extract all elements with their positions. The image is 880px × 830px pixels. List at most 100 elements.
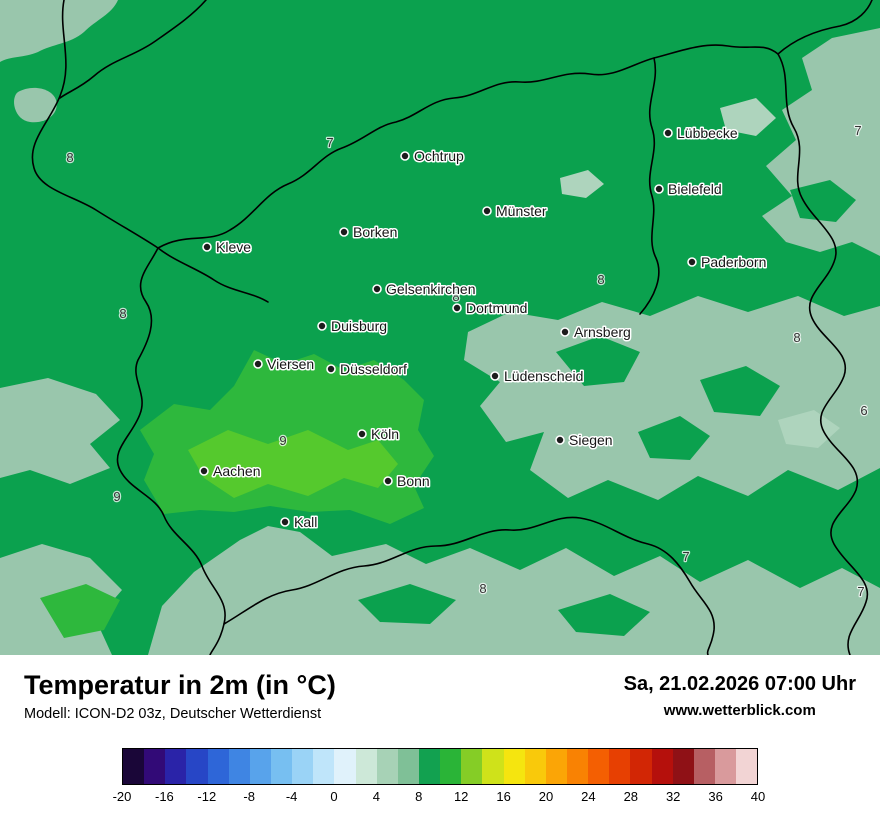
city-label: Düsseldorf (340, 361, 407, 377)
city-marker: Siegen (555, 431, 614, 450)
city-markers: Ochtrup Lübbecke Münster Bielefeld Borken Kle… (199, 124, 768, 532)
colorbar-tick: 40 (750, 788, 766, 804)
city-label: Siegen (569, 432, 613, 448)
colorbar-segment (736, 748, 758, 784)
city-dot-icon (400, 151, 410, 161)
border-path (777, 53, 869, 655)
colorbar-segment (186, 748, 208, 784)
colorbar-tick: 24 (581, 788, 596, 804)
border-path (157, 44, 779, 249)
city-marker: Borken (339, 223, 399, 242)
sage-patch (0, 0, 118, 62)
temperature-value: 7 (682, 549, 689, 564)
border-path (639, 57, 660, 315)
colorbar-segment (440, 748, 462, 784)
colorbar-gradient (122, 747, 758, 785)
city-dot-icon (383, 476, 393, 486)
temperature-value: 8 (452, 289, 459, 304)
colorbar-tick: 16 (496, 788, 511, 804)
city-label: Paderborn (701, 254, 766, 270)
temperature-value: 9 (113, 489, 120, 504)
city-marker: Bielefeld (654, 180, 723, 199)
bright-green-core-patch (188, 430, 398, 498)
city-dot-icon (317, 321, 327, 331)
green-patch (790, 180, 856, 222)
colorbar-tick: 4 (372, 788, 381, 804)
border-path (777, 0, 873, 55)
sage-patch (0, 378, 120, 484)
colorbar-segment (524, 748, 546, 784)
city-label: Lüdenscheid (504, 368, 583, 384)
colorbar-segment (609, 748, 631, 784)
sage-patch (148, 526, 880, 655)
city-marker: Arnsberg (560, 323, 632, 342)
model-info: Modell: ICON-D2 03z, Deutscher Wetterdie… (24, 705, 322, 722)
city-dot-icon (372, 284, 382, 294)
state-borders (31, 0, 873, 655)
colorbar-segment (418, 748, 441, 784)
sage-light-patch (778, 410, 840, 448)
city-marker: Münster (482, 202, 548, 221)
green-patch (358, 584, 456, 624)
city-dot-icon (202, 242, 212, 252)
temperature-value: 8 (119, 306, 126, 321)
colorbar-segment (482, 748, 504, 784)
city-label: Dortmund (466, 300, 527, 316)
temperature-value: 9 (279, 433, 286, 448)
colorbar-segment (355, 748, 377, 784)
city-label: Borken (353, 224, 397, 240)
city-dot-icon (555, 435, 565, 445)
sage-light-patch (720, 98, 776, 136)
city-dot-icon (326, 364, 336, 374)
city-marker: Lüdenscheid (490, 367, 585, 386)
footer-left-column: Temperatur in 2m (in °C) Modell: ICON-D2… (24, 670, 336, 722)
temperature-value: 8 (597, 272, 604, 287)
green-patch (558, 594, 650, 636)
city-marker: Duisburg (317, 317, 389, 336)
city-dot-icon (339, 227, 349, 237)
website-link[interactable]: www.wetterblick.com (663, 702, 816, 719)
temperature-value: 8 (479, 581, 486, 596)
city-dot-icon (560, 327, 570, 337)
sage-patch (464, 296, 880, 500)
footer-right-column: Sa, 21.02.2026 07:00 Uhr www.wetterblick… (624, 671, 856, 719)
green-patch (556, 336, 640, 386)
colorbar-tick: 36 (708, 788, 723, 804)
map-canvas: 7 8 7 8 8 8 8 6 9 9 7 8 7 Ochtrup Lübbecke Münster Biel… (0, 0, 880, 655)
temperature-value: 8 (66, 150, 73, 165)
city-dot-icon (357, 429, 367, 439)
terrain-patches (0, 0, 880, 655)
city-label: Arnsberg (574, 324, 631, 340)
weather-map: 7 8 7 8 8 8 8 6 9 9 7 8 7 Ochtrup Lübbecke Münster Biel… (0, 0, 880, 655)
city-label: Bielefeld (668, 181, 722, 197)
colorbar-segment (693, 748, 715, 784)
city-label: Kleve (216, 239, 251, 255)
city-label: Bonn (397, 473, 430, 489)
city-marker: Köln (357, 425, 401, 444)
city-marker: Lübbecke (663, 124, 739, 143)
border-path (31, 0, 159, 249)
colorbar-tick: 0 (330, 788, 338, 804)
city-label: Aachen (213, 463, 260, 479)
temperature-value: 8 (793, 330, 800, 345)
city-dot-icon (482, 206, 492, 216)
border-path (59, 0, 207, 99)
city-marker: Kleve (202, 238, 253, 257)
city-dot-icon (280, 517, 290, 527)
city-marker: Viersen (253, 355, 316, 374)
colorbar-tick-labels: -20 -16 -12 -8 -4 0 4 8 12 16 20 24 28 32 36 40 (113, 788, 766, 807)
city-dot-icon (654, 184, 664, 194)
colorbar-tick: 28 (623, 788, 639, 804)
colorbar-segment (313, 748, 335, 784)
footer-text-row: Temperatur in 2m (in °C) Modell: ICON-D2… (24, 670, 856, 722)
city-dot-icon (253, 359, 263, 369)
colorbar-tick: 20 (538, 788, 554, 804)
city-dot-icon (452, 303, 462, 313)
city-dot-icon (490, 371, 500, 381)
city-marker: Dortmund (452, 299, 529, 318)
border-path (157, 247, 269, 303)
colorbar-segment (292, 748, 314, 784)
colorbar-segment (461, 748, 483, 784)
city-marker: Aachen (199, 462, 262, 481)
border-path (116, 247, 226, 655)
